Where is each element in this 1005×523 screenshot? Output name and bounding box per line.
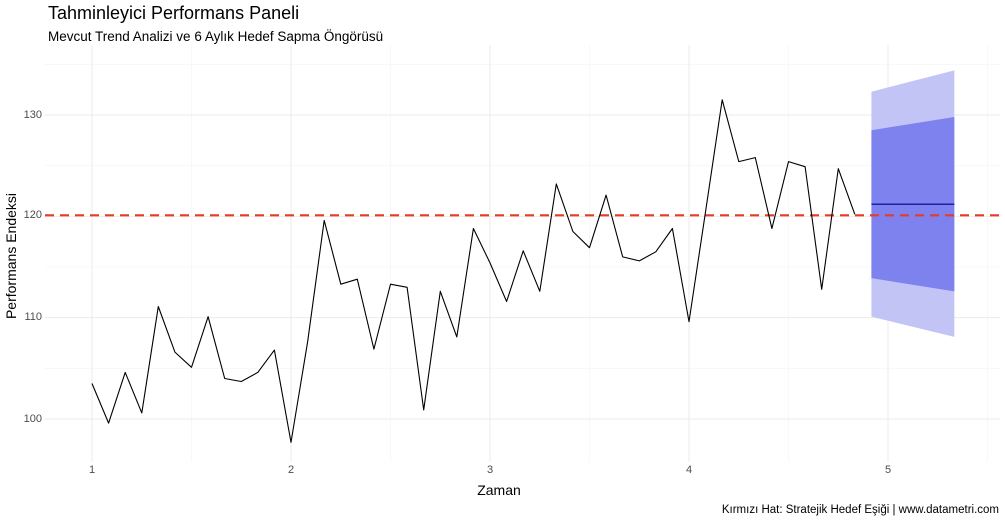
series-group — [91, 99, 856, 443]
grid — [45, 45, 1000, 462]
y-tick-label: 130 — [23, 109, 42, 121]
series-line-actual — [91, 99, 856, 443]
x-tick-label: 4 — [685, 464, 693, 476]
forecast-bands — [871, 70, 955, 337]
chart-title: Tahminleyici Performans Paneli — [48, 3, 300, 23]
y-tick-label: 100 — [23, 413, 42, 425]
chart-caption: Kırmızı Hat: Stratejik Hedef Eşiği | www… — [721, 504, 999, 516]
x-tick-label: 2 — [287, 464, 295, 476]
y-tick-label: 110 — [24, 311, 42, 323]
x-tick-label: 5 — [884, 464, 892, 476]
y-tick-label: 120 — [23, 209, 42, 221]
x-tick-label: 1 — [88, 464, 96, 476]
x-axis-label: Zaman — [477, 482, 521, 498]
y-axis-label: Performans Endeksi — [3, 192, 19, 320]
x-tick-label: 3 — [486, 464, 494, 476]
chart-subtitle: Mevcut Trend Analizi ve 6 Aylık Hedef Sa… — [48, 29, 384, 44]
